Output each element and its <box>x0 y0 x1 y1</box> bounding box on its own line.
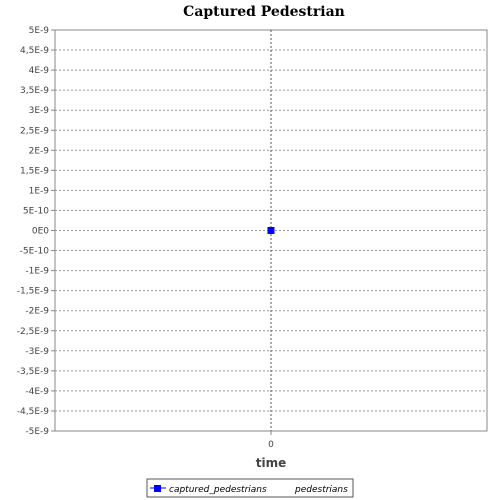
y-tick-label: -4E-9 <box>25 387 49 397</box>
y-tick-label: 1E-9 <box>29 186 50 196</box>
data-point <box>267 227 275 234</box>
y-tick-label: 0E0 <box>32 227 49 237</box>
legend-series-name: captured_pedestrians <box>169 485 267 495</box>
y-tick-label: -2E-9 <box>25 307 49 317</box>
y-tick-label: -5E-9 <box>25 427 49 437</box>
y-tick-label: -3E-9 <box>25 347 49 357</box>
y-tick-label: 4,5E-9 <box>20 46 49 56</box>
series-layer <box>267 227 275 234</box>
y-tick-label: 3,5E-9 <box>20 86 49 96</box>
y-tick-label: 2,5E-9 <box>20 126 49 136</box>
y-tick-label: -3,5E-9 <box>17 367 49 377</box>
x-tick-label: 0 <box>268 440 274 450</box>
y-axis: 5E-9 4,5E-9 4E-9 3,5E-9 3E-9 2,5E-9 2E-9 1,5E-9… <box>17 26 55 437</box>
y-tick-label: -1,5E-9 <box>17 287 49 297</box>
chart-title: Captured Pedestrian <box>183 4 345 20</box>
y-tick-label: 3E-9 <box>29 106 50 116</box>
x-axis-label: time <box>256 456 287 470</box>
y-tick-label: 1,5E-9 <box>20 166 49 176</box>
y-tick-label: -4,5E-9 <box>17 407 49 417</box>
legend-box <box>146 478 354 498</box>
legend: captured_pedestrians pedestrians <box>146 478 354 498</box>
legend-marker-swatch <box>154 485 161 492</box>
x-axis: 0 <box>268 431 274 450</box>
y-tick-label: 5E-10 <box>23 206 49 216</box>
y-tick-label: 2E-9 <box>29 146 50 156</box>
y-tick-label: -5E-10 <box>20 247 50 257</box>
y-tick-label: 4E-9 <box>29 66 50 76</box>
y-tick-label: -1E-9 <box>25 267 49 277</box>
y-tick-label: 5E-9 <box>29 26 50 36</box>
y-tick-label: -2,5E-9 <box>17 327 49 337</box>
legend-series-unit: pedestrians <box>294 485 348 495</box>
